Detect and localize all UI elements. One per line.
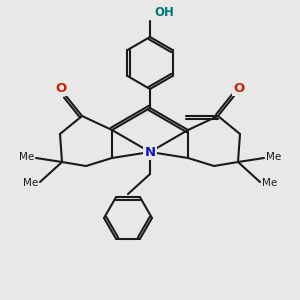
Text: Me: Me <box>19 152 34 162</box>
Text: O: O <box>56 82 67 94</box>
Text: OH: OH <box>154 7 174 20</box>
Text: O: O <box>233 82 244 94</box>
Text: Me: Me <box>23 178 38 188</box>
Text: Me: Me <box>266 152 281 162</box>
Text: Me: Me <box>262 178 277 188</box>
Text: N: N <box>144 146 156 158</box>
